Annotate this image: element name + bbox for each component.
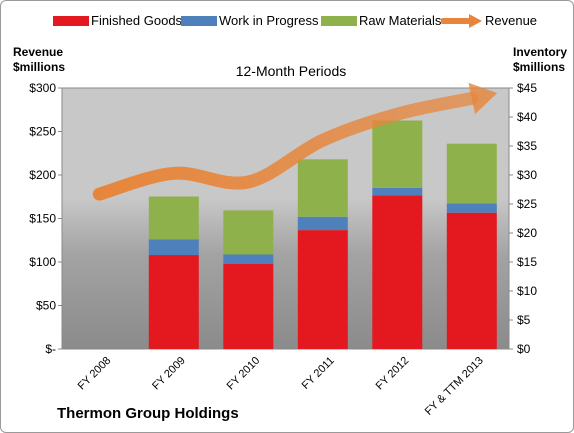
- right-tick-label-4: $20: [517, 226, 537, 240]
- right-tick-label-8: $40: [517, 110, 537, 124]
- revenue-arrow-icon: [441, 14, 482, 28]
- bar-work-in-progress-5: [446, 203, 497, 213]
- legend: Finished Goods Work in Progress Raw Mate…: [1, 9, 573, 33]
- left-tick-label-6: $300: [29, 81, 56, 95]
- right-tick-label-9: $45: [517, 81, 537, 95]
- left-axis-title-line1: Revenue: [13, 45, 64, 59]
- left-tick-label-4: $200: [29, 168, 56, 182]
- right-tick-label-2: $10: [517, 284, 537, 298]
- bar-finished-goods-2: [223, 263, 274, 349]
- bar-work-in-progress-1: [148, 239, 199, 256]
- right-axis-title: Inventory $millions: [513, 45, 567, 75]
- legend-work-in-progress-label: Work in Progress: [219, 13, 319, 28]
- bar-finished-goods-5: [446, 212, 497, 349]
- right-tick-label-6: $30: [517, 168, 537, 182]
- raw-materials-swatch: [321, 16, 357, 26]
- right-axis-title-line2: $millions: [513, 60, 566, 74]
- right-tick-label-3: $15: [517, 255, 537, 269]
- company-title: Thermon Group Holdings: [57, 405, 239, 422]
- bar-raw-materials-1: [148, 196, 199, 240]
- bar-raw-materials-3: [297, 159, 348, 217]
- left-axis-title-line2: $millions: [13, 60, 66, 74]
- bar-finished-goods-4: [372, 195, 423, 349]
- left-axis-title: Revenue $millions: [13, 45, 65, 75]
- legend-finished-goods-label: Finished Goods: [91, 13, 183, 28]
- bar-work-in-progress-3: [297, 216, 348, 231]
- plot-area: [61, 87, 510, 350]
- bar-raw-materials-5: [446, 143, 497, 204]
- revenue-line: [92, 91, 479, 201]
- x-tick-label-0: FY 2008: [76, 355, 114, 393]
- x-tick-label-5: FY & TTM 2013: [423, 355, 486, 418]
- bar-work-in-progress-2: [223, 254, 274, 264]
- right-tick-label-5: $25: [517, 197, 537, 211]
- x-tick-label-3: FY 2011: [300, 355, 337, 392]
- bar-raw-materials-2: [223, 210, 274, 255]
- bar-finished-goods-3: [297, 230, 348, 349]
- work-in-progress-swatch: [181, 16, 217, 26]
- x-tick-label-2: FY 2010: [225, 355, 263, 393]
- right-tick-label-7: $35: [517, 139, 537, 153]
- right-axis-title-line1: Inventory: [513, 45, 568, 59]
- left-tick-label-3: $150: [29, 212, 56, 226]
- left-tick-label-1: $50: [36, 299, 56, 313]
- bar-finished-goods-1: [148, 255, 199, 349]
- left-tick-label-0: $-: [45, 342, 56, 356]
- right-tick-label-1: $5: [517, 313, 531, 327]
- legend-raw-materials-label: Raw Materials: [359, 13, 442, 28]
- right-tick-label-0: $0: [517, 342, 531, 356]
- chart-title: 12-Month Periods: [235, 63, 347, 79]
- x-tick-label-4: FY 2012: [374, 355, 412, 393]
- bar-raw-materials-4: [372, 120, 423, 188]
- left-tick-label-5: $250: [29, 125, 56, 139]
- revenue-arrowhead: [468, 82, 498, 115]
- x-tick-label-1: FY 2009: [150, 355, 188, 393]
- bar-work-in-progress-4: [372, 187, 423, 196]
- left-tick-label-2: $100: [29, 255, 56, 269]
- finished-goods-swatch: [53, 16, 89, 26]
- legend-revenue-label: Revenue: [485, 13, 538, 28]
